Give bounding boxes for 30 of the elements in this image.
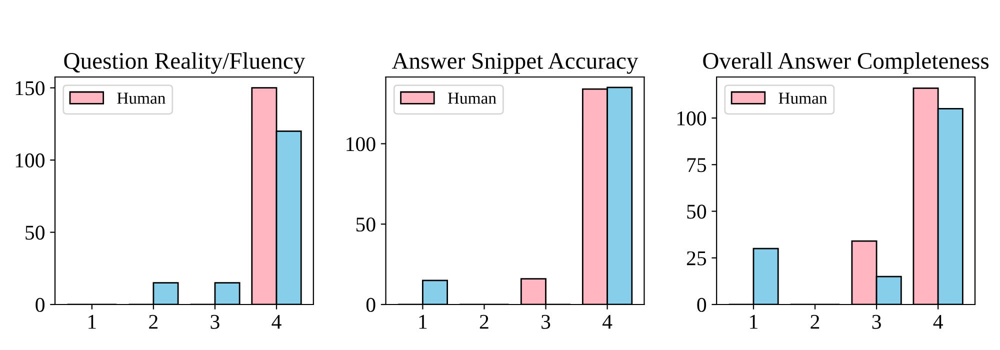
x-tick-label: 3	[210, 314, 220, 329]
y-tick-label: 100	[677, 111, 706, 126]
legend-label: Human	[448, 92, 496, 104]
legend-label: Human	[778, 92, 828, 104]
y-tick-label: 50	[356, 217, 376, 232]
y-tick-label: 100	[16, 153, 44, 168]
x-tick-label: 4	[602, 314, 612, 329]
chart-title: Question Reality/Fluency	[64, 52, 306, 74]
chart-title: Answer Snippet Accuracy	[392, 53, 638, 74]
x-tick-label: 3	[542, 314, 550, 329]
y-tick-label: 50	[26, 226, 44, 240]
y-tick-label: 0	[36, 298, 44, 312]
x-tick-label: 1	[750, 314, 758, 329]
x-tick-label: 1	[88, 314, 96, 329]
y-tick-label: 25	[686, 251, 706, 266]
x-tick-label: 4	[272, 314, 282, 329]
y-tick-label: 150	[16, 81, 44, 96]
y-tick-label: 75	[687, 158, 706, 172]
y-tick-label: 0	[366, 298, 376, 312]
y-tick-label: 100	[346, 137, 376, 152]
y-tick-label: 0	[697, 298, 706, 312]
x-tick-label: 2	[480, 314, 488, 329]
chart-title: Overall Answer Completeness	[703, 52, 989, 74]
y-tick-label: 50	[687, 204, 706, 219]
x-tick-label: 2	[810, 314, 820, 329]
x-tick-label: 3	[872, 314, 881, 329]
x-tick-label: 4	[933, 314, 943, 329]
x-tick-label: 2	[149, 314, 158, 329]
x-tick-label: 1	[419, 314, 427, 329]
legend-label: Human	[117, 92, 166, 104]
